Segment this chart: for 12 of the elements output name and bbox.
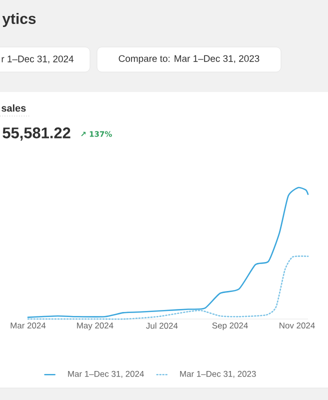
- text: r 1–Dec 31, 2024: [2, 56, 74, 64]
- x-tick-label: Mar 2024: [10, 322, 46, 329]
- chart-title: sales: [2, 104, 26, 112]
- x-tick-label: May 2024: [77, 322, 114, 330]
- legend-label: Mar 1–Dec 31, 2023: [180, 370, 256, 378]
- chart-subtitle: 55,581.22: [2, 127, 70, 141]
- text: Compare to: Mar 1–Dec 31, 2023: [118, 55, 260, 64]
- x-tick-label: Nov 2024: [280, 322, 315, 329]
- x-tick-label: Jul 2024: [146, 322, 178, 329]
- x-tick-label: Sep 2024: [212, 322, 248, 330]
- text: ytics: [2, 13, 36, 27]
- legend-label: Mar 1–Dec 31, 2024: [68, 370, 144, 378]
